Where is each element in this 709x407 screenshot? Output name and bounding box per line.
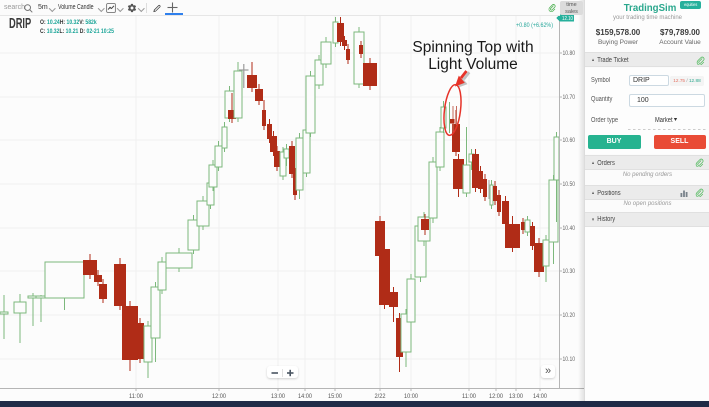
svg-text:12:00: 12:00 xyxy=(489,393,503,400)
svg-text:14:00: 14:00 xyxy=(298,393,312,400)
svg-text:10.70: 10.70 xyxy=(563,95,576,101)
svg-text:12:00: 12:00 xyxy=(212,393,226,400)
svg-text:+0.80 (+6.62%): +0.80 (+6.62%) xyxy=(516,23,553,29)
svg-text:10.80: 10.80 xyxy=(563,51,576,57)
svg-text:10.60: 10.60 xyxy=(563,138,576,144)
svg-text:15:00: 15:00 xyxy=(328,393,342,400)
svg-text:13:00: 13:00 xyxy=(509,393,523,400)
svg-text:Spinning Top with: Spinning Top with xyxy=(412,39,533,56)
svg-text:14:00: 14:00 xyxy=(533,393,547,400)
svg-text:10:00: 10:00 xyxy=(404,393,418,400)
svg-text:10.10: 10.10 xyxy=(563,357,576,363)
svg-text:13:00: 13:00 xyxy=(271,393,285,400)
svg-text:Light Volume: Light Volume xyxy=(428,56,518,73)
svg-text:10.30: 10.30 xyxy=(563,269,576,275)
svg-text:10.50: 10.50 xyxy=(563,182,576,188)
svg-text:11:00: 11:00 xyxy=(462,393,476,400)
svg-text:10.40: 10.40 xyxy=(563,226,576,232)
svg-text:10.20: 10.20 xyxy=(563,313,576,319)
svg-text:11:00: 11:00 xyxy=(129,393,143,400)
svg-text:12.10: 12.10 xyxy=(562,16,573,22)
svg-text:2/22: 2/22 xyxy=(375,393,386,400)
